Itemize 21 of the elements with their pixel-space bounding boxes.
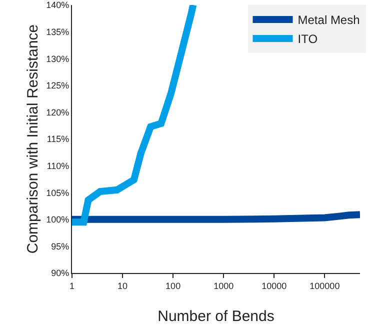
y-axis-title: Comparison with Initial Resistance xyxy=(24,24,42,254)
y-tick-label: 125% xyxy=(46,80,70,91)
y-tick-label: 135% xyxy=(46,26,70,37)
x-tick-label: 10 xyxy=(118,280,128,291)
x-tick-label: 1 xyxy=(69,280,75,291)
x-tick-label: 100 xyxy=(166,280,181,291)
y-tick-label: 115% xyxy=(46,134,70,144)
y-tick-label: 140% xyxy=(46,0,70,10)
x-tick-label: 100000 xyxy=(310,280,340,291)
x-tick-label: 1000 xyxy=(214,280,234,291)
y-tick-label: 130% xyxy=(46,54,70,64)
y-tick-label: 90% xyxy=(51,268,70,278)
y-tick-label: 95% xyxy=(51,241,70,252)
x-tick-label: 10000 xyxy=(262,280,287,291)
y-tick-label: 100% xyxy=(46,214,70,225)
legend-label: Metal Mesh xyxy=(298,13,360,28)
y-tick-label: 120% xyxy=(46,107,70,118)
x-axis-title: Number of Bends xyxy=(158,308,274,325)
y-tick-label: 105% xyxy=(46,188,70,198)
legend-label: ITO xyxy=(298,32,318,46)
y-tick-label: 110% xyxy=(46,160,70,171)
